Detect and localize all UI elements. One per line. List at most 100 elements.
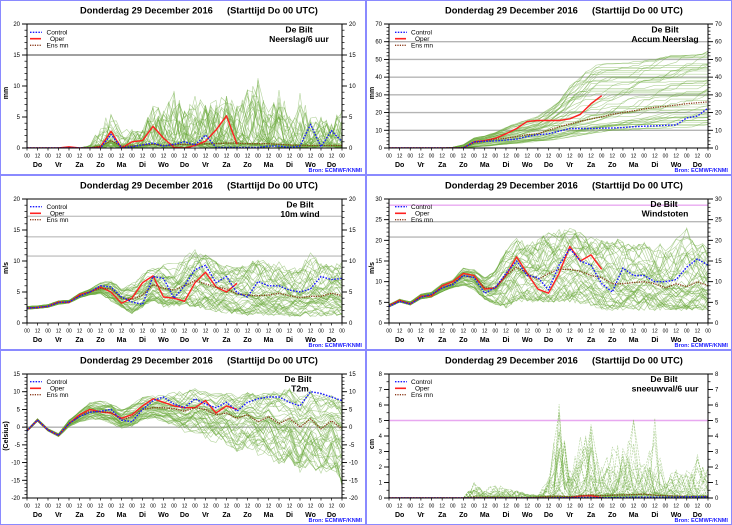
x-tick-label: 00 bbox=[620, 504, 626, 510]
day-label: Do bbox=[327, 337, 336, 344]
day-label: Zo bbox=[608, 162, 617, 169]
day-label: Wo bbox=[305, 162, 316, 169]
x-tick-label: 00 bbox=[705, 154, 711, 160]
ensemble-member-line bbox=[27, 407, 342, 473]
y-tick-label-right: 15 bbox=[349, 372, 356, 378]
ensemble-member-line bbox=[389, 92, 708, 148]
x-tick-label: 00 bbox=[171, 329, 177, 335]
station-label: De Bilt bbox=[650, 374, 677, 384]
legend-control-label: Control bbox=[411, 204, 433, 211]
y-tick-label-left: 10 bbox=[375, 280, 382, 286]
day-label: Za bbox=[75, 337, 83, 344]
x-tick-label: 12 bbox=[695, 154, 701, 160]
x-tick-label: 12 bbox=[397, 154, 403, 160]
y-tick-label-left: 8 bbox=[379, 372, 383, 378]
legend: Control Oper Ens mn bbox=[395, 204, 433, 224]
ensemble-member-line bbox=[389, 89, 708, 148]
chart-subtitle: (Starttijd Do 00 UTC) bbox=[592, 356, 683, 366]
y-tick-label-right: 0 bbox=[715, 496, 719, 502]
day-label: Do bbox=[544, 162, 553, 169]
x-tick-label: 00 bbox=[599, 329, 605, 335]
x-tick-label: 00 bbox=[429, 504, 435, 510]
y-tick-label-left: -15 bbox=[11, 478, 20, 484]
x-tick-label: 12 bbox=[439, 329, 445, 335]
y-tick-label-right: 5 bbox=[349, 115, 353, 121]
y-tick-label-left: 0 bbox=[17, 146, 21, 152]
ensemble-member-line bbox=[389, 100, 708, 148]
ensemble-member-line bbox=[389, 52, 708, 148]
legend-oper-label: Oper bbox=[50, 211, 65, 218]
x-tick-label: 00 bbox=[386, 154, 392, 160]
y-tick-label-right: 5 bbox=[349, 290, 353, 296]
day-label: Zo bbox=[608, 337, 617, 344]
x-tick-label: 00 bbox=[234, 154, 240, 160]
day-label: Ma bbox=[117, 162, 127, 169]
x-tick-label: 00 bbox=[255, 154, 261, 160]
x-tick-label: 00 bbox=[450, 154, 456, 160]
legend-ens-mean-label: Ens mn bbox=[47, 217, 69, 224]
day-label: Do bbox=[395, 162, 404, 169]
y-tick-label-right: 15 bbox=[715, 259, 722, 265]
day-label: Za bbox=[587, 512, 595, 519]
x-tick-label: 12 bbox=[588, 504, 594, 510]
x-tick-label: 00 bbox=[429, 329, 435, 335]
day-label: Za bbox=[75, 162, 83, 169]
legend-control-label: Control bbox=[411, 30, 433, 37]
x-tick-label: 00 bbox=[24, 329, 30, 335]
day-label: Wo bbox=[671, 337, 682, 344]
x-tick-label: 00 bbox=[684, 504, 690, 510]
x-tick-label: 12 bbox=[35, 329, 41, 335]
ensemble-members bbox=[389, 50, 708, 148]
day-label: Wo bbox=[522, 162, 533, 169]
x-tick-label: 00 bbox=[535, 329, 541, 335]
x-tick-label: 12 bbox=[161, 504, 167, 510]
ensemble-member-line bbox=[389, 231, 708, 308]
x-tick-label: 12 bbox=[329, 154, 335, 160]
x-tick-label: 12 bbox=[673, 154, 679, 160]
source-credit: Bron: ECMWF/KNMI bbox=[675, 343, 729, 349]
ensemble-members bbox=[389, 226, 708, 312]
ensemble-member-line bbox=[27, 95, 342, 148]
y-tick-label-right: -15 bbox=[349, 478, 358, 484]
x-tick-label: 12 bbox=[329, 504, 335, 510]
x-tick-label: 00 bbox=[276, 154, 282, 160]
ensemble-member-line bbox=[389, 120, 708, 148]
x-tick-label: 00 bbox=[339, 329, 345, 335]
x-tick-label: 00 bbox=[255, 504, 261, 510]
x-tick-label: 00 bbox=[276, 329, 282, 335]
day-label: Di bbox=[651, 337, 658, 344]
ensemble-member-line bbox=[389, 73, 708, 148]
x-tick-label: 00 bbox=[684, 154, 690, 160]
y-tick-label-right: 3 bbox=[715, 450, 719, 456]
day-label: Di bbox=[139, 337, 146, 344]
x-tick-label: 00 bbox=[599, 504, 605, 510]
x-tick-label: 00 bbox=[386, 504, 392, 510]
day-label: Za bbox=[587, 337, 595, 344]
ensemble-member-line bbox=[389, 64, 708, 148]
chart-panel-snowfall-6h: Donderdag 29 December 2016 (Starttijd Do… bbox=[369, 356, 728, 525]
x-tick-label: 00 bbox=[556, 504, 562, 510]
x-tick-label: 12 bbox=[35, 154, 41, 160]
day-label: Di bbox=[139, 162, 146, 169]
chart-panel-accumulated-precipitation: Donderdag 29 December 2016 (Starttijd Do… bbox=[369, 6, 728, 175]
day-label: Wo bbox=[522, 337, 533, 344]
x-tick-label: 12 bbox=[245, 154, 251, 160]
ensemble-member-line bbox=[389, 458, 708, 498]
ensemble-members bbox=[27, 78, 342, 148]
day-label: Ma bbox=[480, 512, 490, 519]
day-label: Ma bbox=[264, 337, 274, 344]
plot-area: 0 01 12 23 34 45 56 67 78 800 12 00 12 00 12 00 12 00 12 00… bbox=[379, 372, 719, 519]
x-tick-label: 00 bbox=[234, 504, 240, 510]
day-label: Di bbox=[139, 512, 146, 519]
y-tick-label-right: 10 bbox=[349, 84, 356, 90]
ensemble-member-line bbox=[389, 412, 708, 498]
x-tick-label: 00 bbox=[318, 154, 324, 160]
y-tick-label-right: 7 bbox=[715, 388, 719, 394]
legend: Control Oper Ens mn bbox=[30, 204, 69, 224]
x-tick-label: 12 bbox=[631, 154, 637, 160]
day-label: Ma bbox=[629, 337, 639, 344]
y-tick-label-left: 5 bbox=[17, 407, 21, 413]
x-tick-label: 12 bbox=[567, 329, 573, 335]
